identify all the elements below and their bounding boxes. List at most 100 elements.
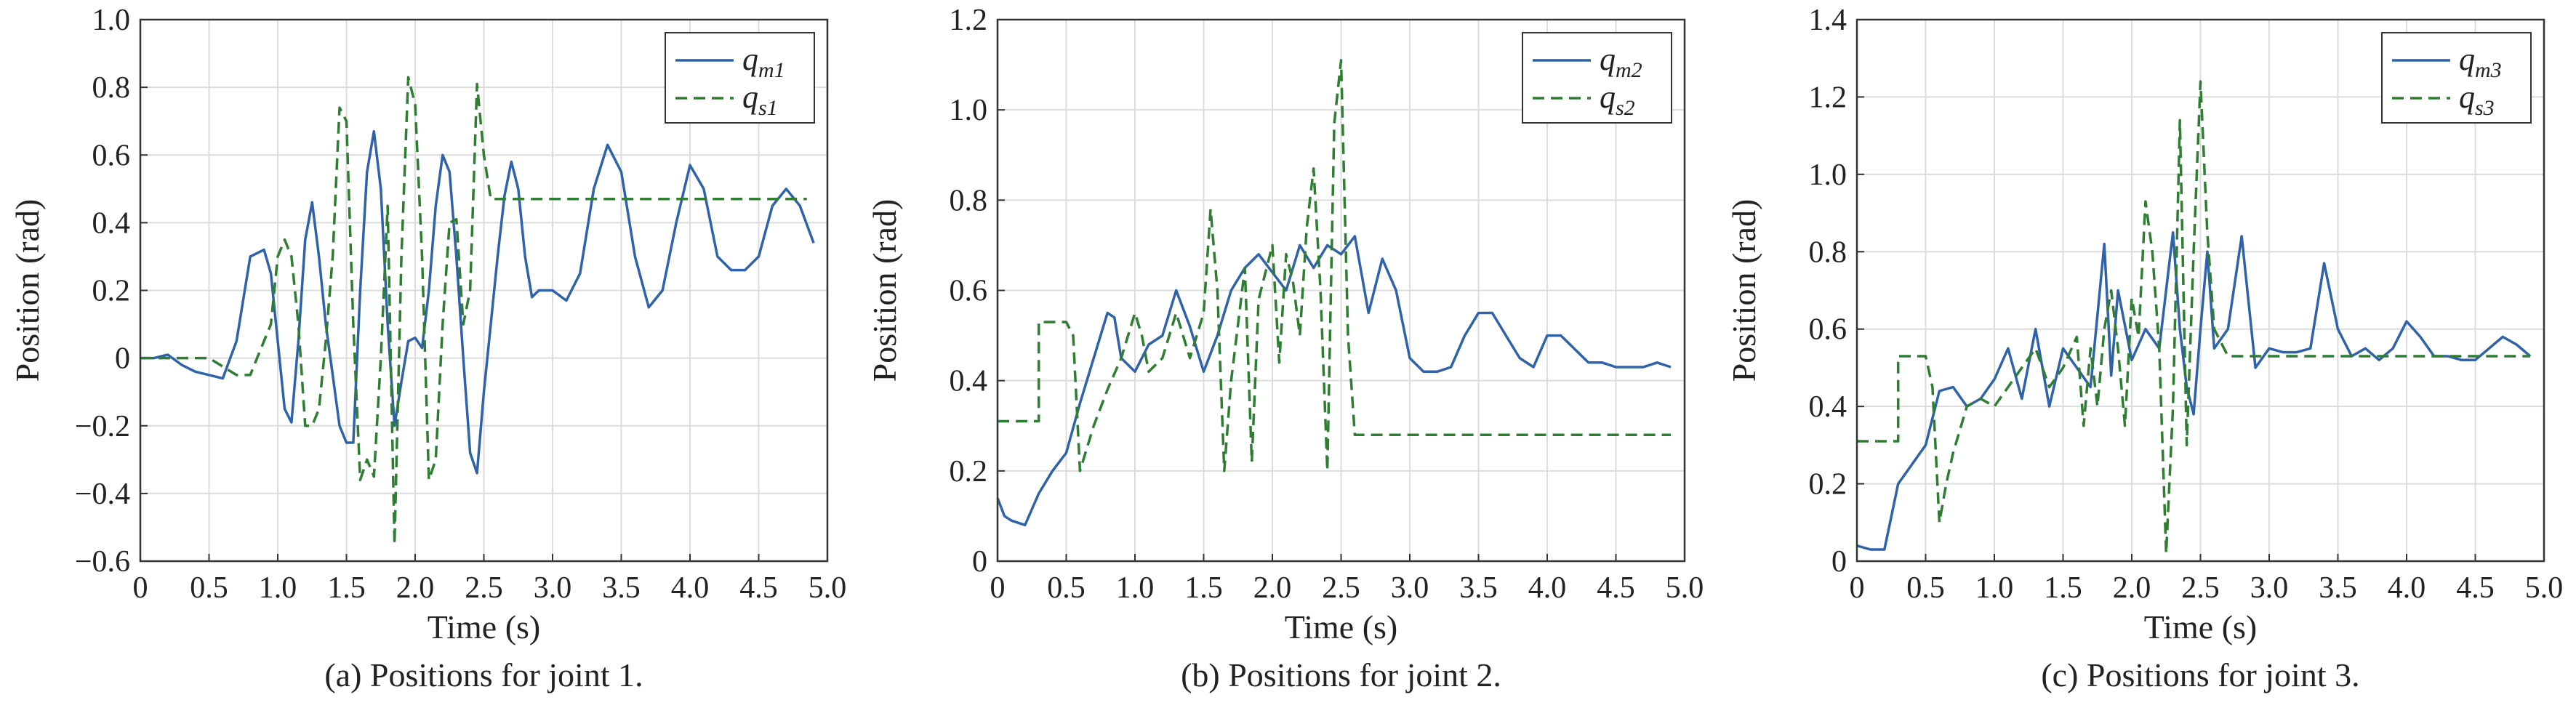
y-tick-label: 0 (115, 342, 130, 376)
x-tick-label: 1.0 (259, 571, 297, 605)
x-tick-label: 4.5 (1597, 571, 1635, 605)
y-tick-label: 0.8 (950, 184, 988, 217)
y-tick-label: 1.2 (1809, 81, 1847, 114)
legend-subscript: m3 (2475, 58, 2502, 82)
series-line-q-m2 (996, 235, 1672, 527)
y-tick-label: −0.2 (75, 410, 130, 443)
y-tick-label: 0.4 (92, 206, 131, 240)
figure-caption: (a) Positions for joint 1. (324, 656, 643, 693)
x-tick-label: 4.0 (2388, 571, 2426, 605)
y-tick-label: 1.0 (92, 4, 131, 37)
legend-entry: qs2 (1600, 79, 1635, 120)
x-axis-label: Time (s) (2144, 608, 2258, 645)
x-tick-label: 0.5 (1047, 571, 1086, 605)
y-tick-label: 0.2 (92, 275, 131, 308)
x-tick-label: 1.0 (1116, 571, 1155, 605)
legend-subscript: s1 (758, 96, 778, 120)
y-tick-label: −0.6 (75, 545, 130, 579)
x-tick-label: 3.0 (1391, 571, 1429, 605)
x-tick-label: 2.5 (465, 571, 503, 605)
x-tick-label: 2.0 (396, 571, 435, 605)
legend-box (2381, 32, 2532, 124)
series-line-q-s1 (140, 76, 807, 546)
y-tick-label: 0 (1831, 545, 1847, 579)
x-tick-label: 1.5 (2044, 571, 2082, 605)
y-tick-label: 1.4 (1809, 4, 1847, 37)
figure-caption: (c) Positions for joint 3. (2041, 656, 2359, 693)
x-tick-label: 3.5 (1459, 571, 1498, 605)
x-tick-label: 1.5 (1184, 571, 1223, 605)
y-tick-label: 0.8 (92, 71, 131, 105)
y-tick-label: 0.4 (1809, 390, 1847, 424)
figure-caption: (b) Positions for joint 2. (1181, 656, 1501, 693)
y-tick-label: 0.6 (92, 139, 131, 172)
legend-subscript: s3 (2475, 96, 2495, 120)
y-tick-label: −0.4 (75, 478, 130, 511)
x-tick-label: 5.0 (808, 571, 847, 605)
legend-entry: qm3 (2459, 41, 2502, 82)
legend-subscript: m1 (758, 58, 785, 82)
x-tick-label: 2.0 (2113, 571, 2151, 605)
legend-symbol: q (1600, 79, 1616, 115)
legend-subscript: m2 (1616, 58, 1642, 82)
x-tick-label: 4.5 (2456, 571, 2495, 605)
axes-frame (996, 18, 1686, 563)
x-tick-label: 0 (990, 571, 1006, 605)
y-tick-label: 1.0 (1809, 158, 1847, 192)
y-axis-label: Position (rad) (9, 199, 46, 382)
series-line-q-s3 (1857, 80, 2531, 555)
legend-entry: qs3 (2459, 79, 2495, 120)
y-tick-label: 0.2 (950, 455, 988, 488)
legend-entry: qm2 (1600, 41, 1642, 82)
y-tick-label: 0.4 (950, 365, 988, 398)
y-tick-label: 0.6 (950, 275, 988, 308)
x-tick-label: 1.5 (327, 571, 366, 605)
x-tick-label: 4.5 (739, 571, 778, 605)
legend-symbol: q (742, 79, 758, 115)
x-tick-label: 2.0 (1253, 571, 1292, 605)
chart-panel-2: 0 0.5 1.0 1.5 2.0 2.5 3.0 3.5 4.0 4.5 5.0 0 0.2 0.4 0.… (866, 4, 1704, 693)
y-tick-label: 1.2 (950, 4, 988, 37)
series-line-q-m1 (140, 129, 815, 475)
x-tick-label: 3.5 (602, 571, 641, 605)
x-tick-label: 1.0 (1975, 571, 2014, 605)
y-tick-label: 0.8 (1809, 236, 1847, 269)
chart-panel-3: 0 0.5 1.0 1.5 2.0 2.5 3.0 3.5 4.0 4.5 5.0 0 0.2 0.4 0.… (1725, 4, 2563, 693)
x-tick-label: 0.5 (190, 571, 228, 605)
y-tick-label: 0 (972, 545, 987, 579)
legend-symbol: q (742, 41, 758, 77)
legend-box (665, 32, 815, 124)
x-tick-label: 0 (1850, 571, 1865, 605)
x-tick-label: 0.5 (1906, 571, 1945, 605)
x-tick-label: 5.0 (2525, 571, 2564, 605)
y-axis-label: Position (rad) (1725, 199, 1762, 382)
y-tick-label: 0.6 (1809, 313, 1847, 347)
x-tick-label: 3.0 (2250, 571, 2289, 605)
x-tick-label: 5.0 (1666, 571, 1704, 605)
legend-symbol: q (2459, 41, 2475, 77)
x-tick-label: 0 (133, 571, 148, 605)
legend-symbol: q (2459, 79, 2475, 115)
chart-panel-1: 0 0.5 1.0 1.5 2.0 2.5 3.0 3.5 4.0 4.5 5.0 −0.6 −0.4 −… (9, 4, 846, 693)
legend-box (1522, 32, 1672, 124)
legend-entry: qs1 (742, 79, 778, 120)
legend-subscript: s2 (1616, 96, 1635, 120)
y-axis-label: Position (rad) (866, 199, 903, 382)
legend-entry: qm1 (742, 41, 785, 82)
y-tick-label: 1.0 (950, 94, 988, 127)
x-axis-label: Time (s) (1285, 608, 1398, 645)
series-line-q-m3 (1856, 230, 2532, 551)
legend-symbol: q (1600, 41, 1616, 77)
x-tick-label: 2.5 (1322, 571, 1360, 605)
x-tick-label: 4.0 (671, 571, 710, 605)
series-line-q-s2 (998, 59, 1672, 472)
axes-frame (1855, 18, 2545, 563)
x-tick-label: 2.5 (2181, 571, 2220, 605)
axes-frame (139, 18, 829, 563)
x-axis-label: Time (s) (428, 608, 541, 645)
